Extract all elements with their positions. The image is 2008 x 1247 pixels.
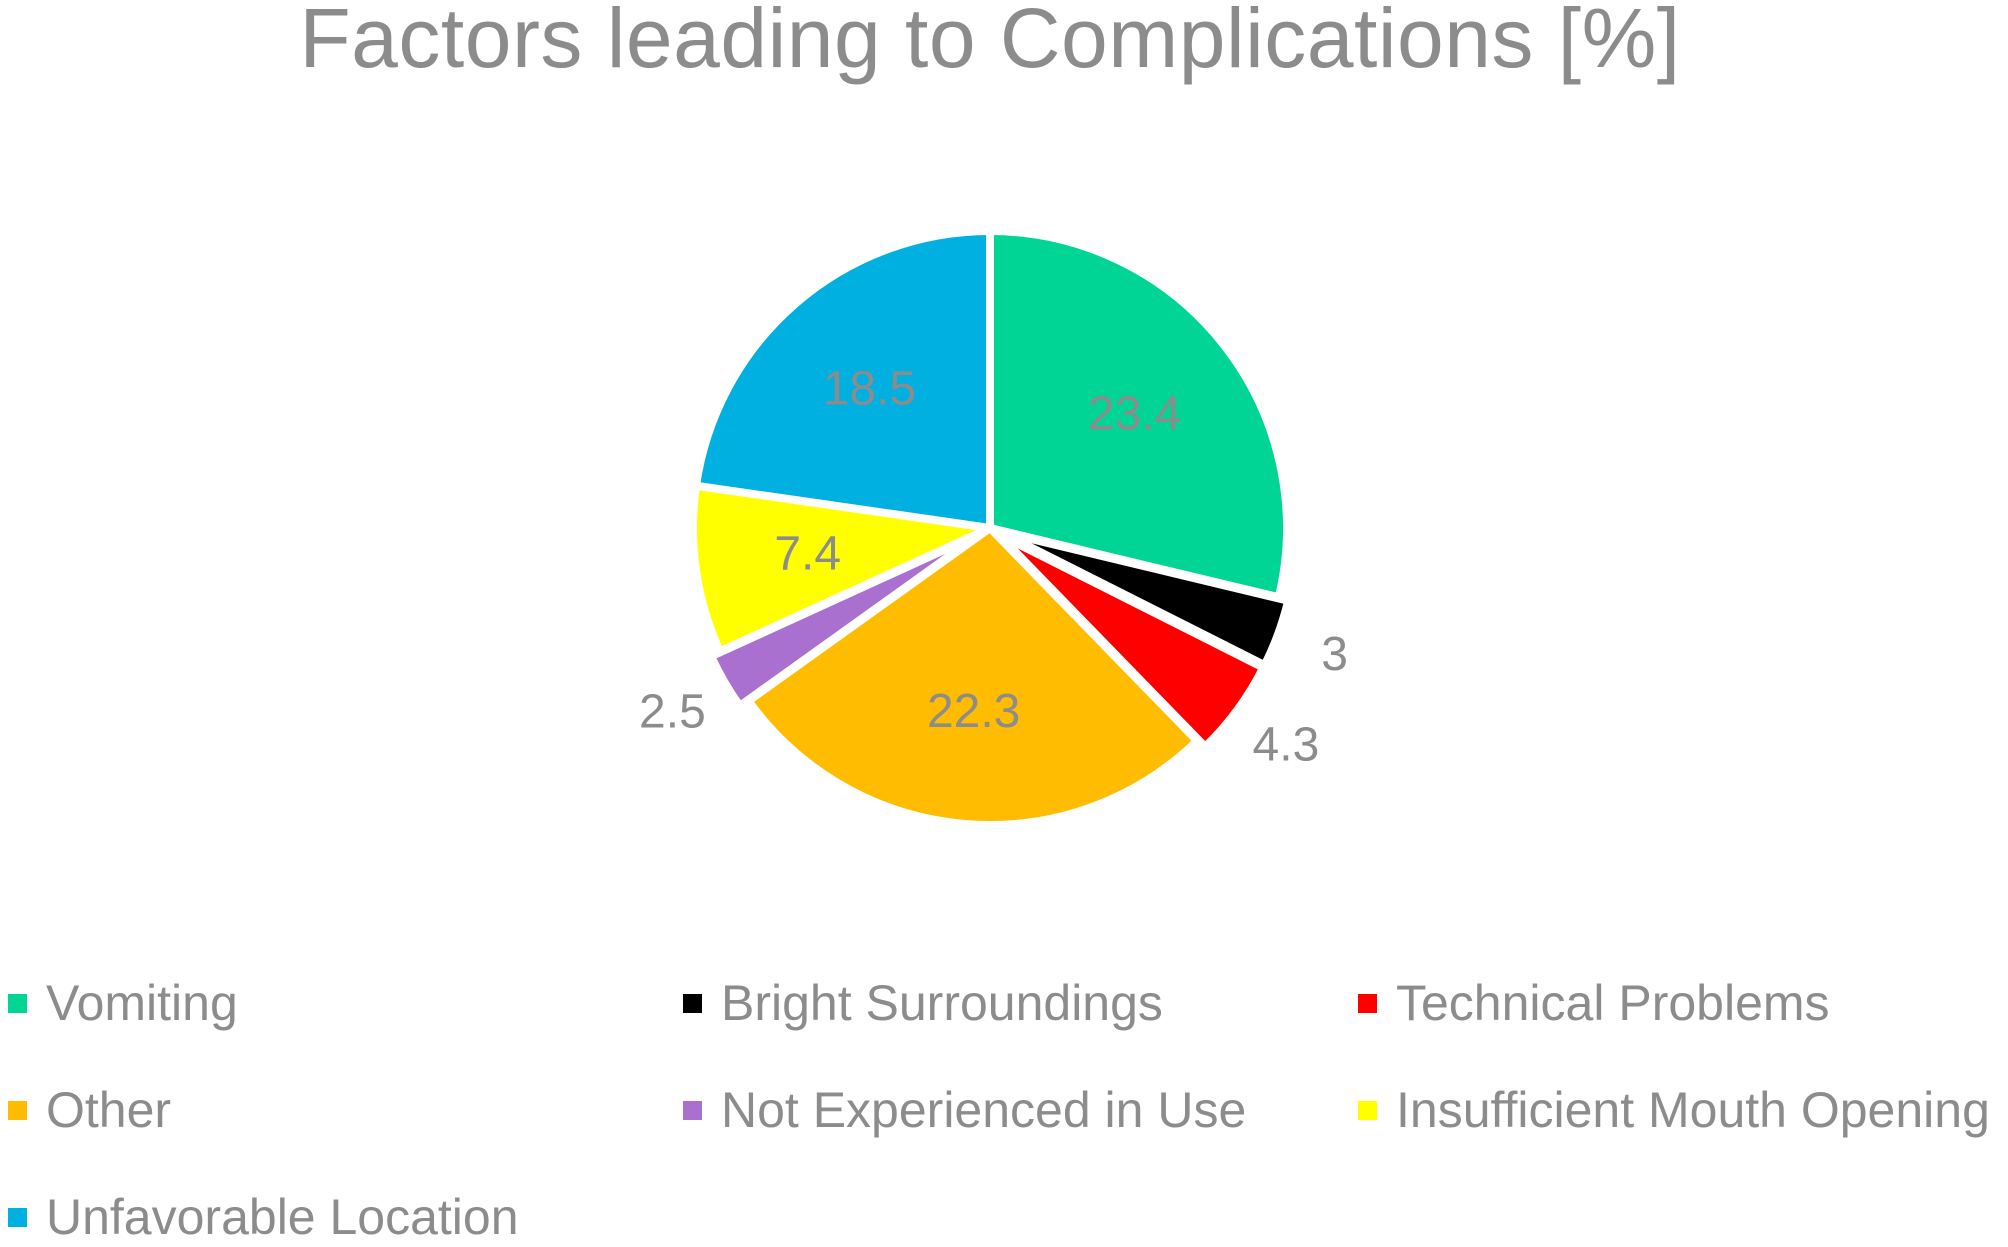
- data-label-not-experienced-in-use: 2.5: [639, 685, 706, 738]
- data-label-other: 22.3: [927, 685, 1020, 738]
- legend-item: Technical Problems: [1358, 973, 1830, 1033]
- legend-label: Unfavorable Location: [46, 1189, 519, 1245]
- legend-swatch: [8, 1207, 27, 1227]
- data-label-unfavorable-location: 18.5: [823, 362, 916, 415]
- data-label-technical-problems: 4.3: [1253, 719, 1320, 772]
- pie-slice-not-experienced-in-use: [707, 529, 986, 710]
- data-label-insufficient-mouth-opening: 7.4: [774, 528, 841, 581]
- legend-swatch: [1358, 1100, 1377, 1120]
- legend-label: Insufficient Mouth Opening: [1396, 1082, 1990, 1138]
- legend-item: Other: [8, 1080, 171, 1140]
- legend-label: Vomiting: [46, 975, 238, 1031]
- pie-slice-insufficient-mouth-opening: [689, 481, 994, 656]
- legend-item: Bright Surroundings: [683, 973, 1163, 1033]
- legend-swatch: [1358, 993, 1377, 1013]
- legend-swatch: [683, 993, 702, 1013]
- legend-label: Not Experienced in Use: [721, 1082, 1247, 1138]
- data-label-vomiting: 23.4: [1088, 387, 1181, 440]
- legend-item: Unfavorable Location: [8, 1187, 519, 1247]
- legend-label: Technical Problems: [1396, 975, 1830, 1031]
- legend-swatch: [8, 1100, 27, 1120]
- pie-slice-other: [744, 524, 1202, 829]
- pie-slice-vomiting: [986, 227, 1292, 602]
- legend-item: Insufficient Mouth Opening: [1358, 1080, 1990, 1140]
- legend-item: Not Experienced in Use: [683, 1080, 1246, 1140]
- legend-label: Bright Surroundings: [721, 975, 1163, 1031]
- legend-item: Vomiting: [8, 973, 238, 1033]
- chart-title: Factors leading to Complications [%]: [299, 0, 1681, 85]
- pie-slice-unfavorable-location: [692, 227, 994, 532]
- data-label-bright-surroundings: 3: [1321, 628, 1348, 681]
- legend-swatch: [683, 1100, 702, 1120]
- legend-label: Other: [46, 1082, 172, 1138]
- legend-swatch: [8, 993, 27, 1013]
- pie-slice-technical-problems: [994, 529, 1268, 751]
